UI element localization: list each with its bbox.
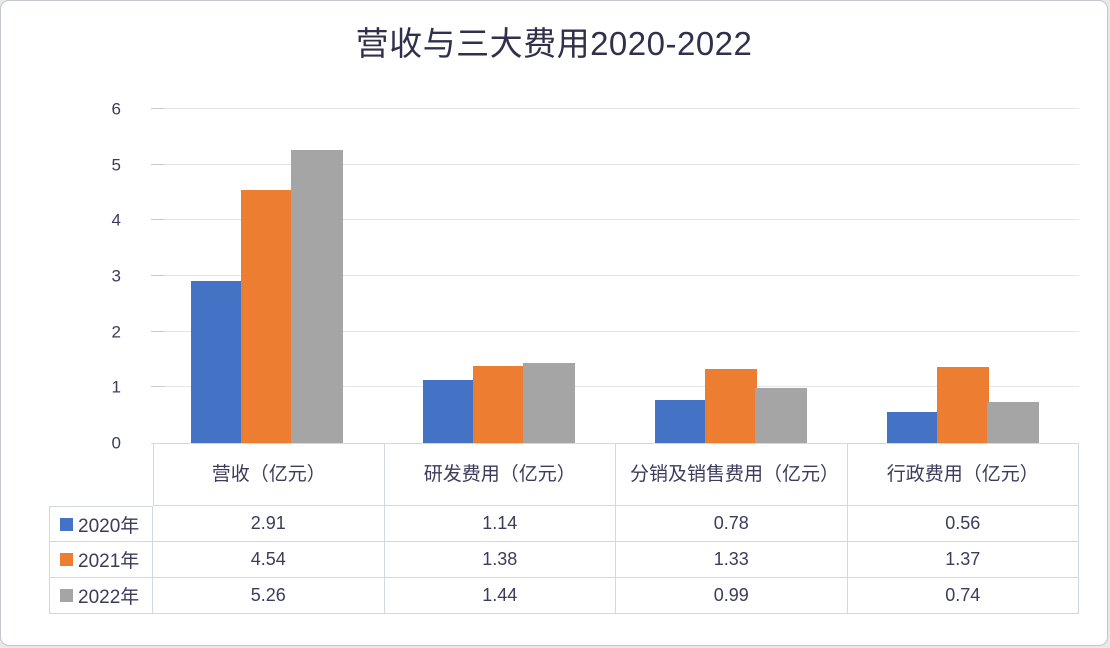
bar-2020年 [423, 379, 475, 443]
bar-2020年 [655, 399, 707, 443]
value-cell: 0.78 [616, 506, 848, 542]
value-cell: 0.74 [847, 578, 1079, 614]
y-tick-label: 4 [111, 210, 121, 230]
table-header-cell: 行政费用（亿元） [847, 443, 1079, 506]
y-tick-label: 5 [111, 155, 121, 175]
y-tick-label: 1 [111, 377, 121, 397]
value-cell: 1.33 [616, 542, 848, 578]
gridline [151, 163, 1079, 165]
bar-group [615, 109, 847, 443]
value-cell: 1.14 [384, 506, 616, 542]
value-cell: 1.37 [847, 542, 1079, 578]
gridline [151, 108, 1079, 109]
table-header-cell: 研发费用（亿元） [384, 443, 616, 506]
bar-2020年 [887, 411, 939, 443]
bar-2021年 [241, 190, 293, 443]
y-axis: 0 1 2 3 4 5 6 [79, 101, 121, 452]
value-cell: 0.99 [616, 578, 848, 614]
value-cell: 4.54 [153, 542, 385, 578]
bar-2021年 [473, 366, 525, 443]
gridline [151, 386, 1079, 388]
bar-2022年 [291, 150, 343, 443]
value-cell: 1.44 [384, 578, 616, 614]
y-tick-label: 2 [111, 322, 121, 342]
bar-2022年 [987, 401, 1039, 443]
chart-title: 营收与三大费用2020-2022 [355, 25, 753, 62]
legend-swatch-2021年 [60, 553, 73, 566]
table-header-cell: 营收（亿元） [153, 443, 385, 506]
gridline [151, 330, 1079, 332]
y-tick-label: 6 [111, 99, 121, 119]
bar-group [383, 109, 615, 443]
gridline [151, 219, 1079, 221]
table-corner-cell [49, 443, 153, 506]
value-cell: 2.91 [153, 506, 385, 542]
bar-2021年 [937, 366, 989, 443]
legend-label: 2020年 [78, 515, 140, 537]
legend-cell: 2020年 [49, 506, 153, 542]
bar-2022年 [755, 387, 807, 443]
gridline [151, 275, 1079, 276]
legend-label: 2021年 [78, 551, 140, 572]
legend-swatch-2020年 [60, 517, 73, 531]
legend-cell: 2022年 [49, 578, 153, 614]
legend-label: 2022年 [78, 587, 140, 608]
table-header-cell: 分销及销售费用（亿元） [616, 443, 848, 506]
value-cell: 5.26 [153, 578, 385, 614]
bar-group [847, 109, 1079, 443]
value-cell: 0.56 [847, 506, 1079, 542]
bar-group [151, 109, 383, 443]
bar-2021年 [705, 368, 757, 443]
legend-swatch-2022年 [60, 589, 73, 602]
y-tick-label: 3 [111, 266, 121, 286]
data-table: 营收（亿元） 研发费用（亿元） 分销及销售费用（亿元） 行政费用（亿元） 2020年 2.… [49, 443, 1079, 614]
bar-2022年 [523, 362, 575, 443]
legend-cell: 2021年 [49, 542, 153, 578]
bar-2020年 [191, 281, 243, 443]
value-cell: 1.38 [384, 542, 616, 578]
plot-area [151, 108, 1079, 444]
y-tick-label: 0 [111, 433, 121, 453]
